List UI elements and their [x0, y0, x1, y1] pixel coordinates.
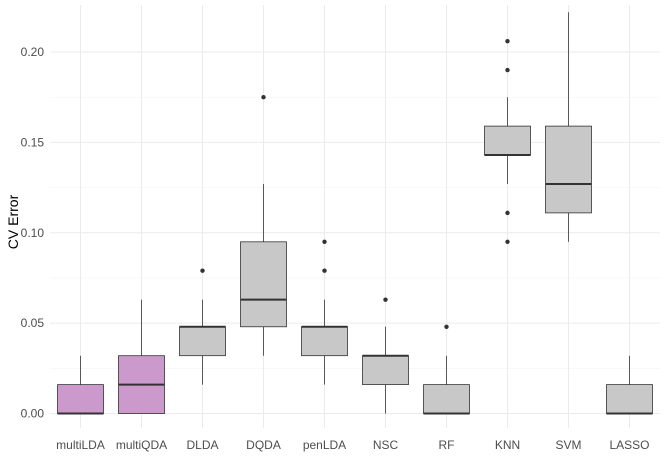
outlier-point: [200, 268, 205, 273]
box-body: [606, 384, 653, 414]
outlier-point: [505, 239, 510, 245]
box-body: [179, 326, 226, 357]
outlier-point: [505, 38, 510, 44]
x-tick-label: RF: [439, 438, 455, 452]
outlier-point: [505, 67, 510, 73]
x-tick-label: DLDA: [186, 438, 218, 452]
outlier-point: [261, 94, 266, 100]
box-body: [362, 355, 409, 386]
y-tick-label: 0.10: [21, 226, 45, 240]
box-penlda: [301, 239, 348, 385]
x-tick-label: DQDA: [246, 438, 281, 452]
x-tick-label: SVM: [555, 438, 581, 452]
box-rf: [423, 324, 470, 415]
box-dqda: [240, 94, 287, 356]
box-body: [57, 384, 104, 414]
box-body: [240, 241, 287, 328]
box-nsc: [362, 297, 409, 414]
x-tick-label: NSC: [373, 438, 399, 452]
x-tick-label: LASSO: [609, 438, 649, 452]
x-tick-label: KNN: [495, 438, 520, 452]
box-knn: [484, 38, 531, 245]
boxes: [57, 12, 653, 415]
box-lasso: [606, 355, 653, 415]
box-body: [484, 125, 531, 156]
box-body: [423, 384, 470, 414]
box-body: [545, 125, 592, 214]
y-tick-label: 0.20: [21, 45, 45, 59]
y-tick-label: 0.00: [21, 407, 45, 421]
box-multiqda: [118, 299, 165, 414]
x-tick-label: multiLDA: [56, 438, 105, 452]
outlier-point: [322, 239, 327, 245]
box-svm: [545, 12, 592, 242]
outlier-point: [444, 324, 449, 329]
box-multilda: [57, 355, 104, 415]
x-tick-label: penLDA: [303, 438, 346, 452]
box-body: [301, 326, 348, 357]
y-axis-title: CV Error: [5, 194, 21, 249]
x-tick-labels: multiLDA multiQDA DLDA DQDA penLDA NSC RF KNN SV…: [56, 438, 649, 452]
y-tick-label: 0.15: [21, 135, 45, 149]
y-tick-label: 0.05: [21, 316, 45, 330]
outlier-point: [322, 268, 327, 273]
outlier-point: [505, 210, 510, 216]
box-dlda: [179, 268, 226, 385]
y-tick-labels: 0.00 0.05 0.10 0.15 0.20: [21, 45, 45, 421]
x-tick-label: multiQDA: [116, 438, 167, 452]
outlier-point: [383, 297, 388, 302]
